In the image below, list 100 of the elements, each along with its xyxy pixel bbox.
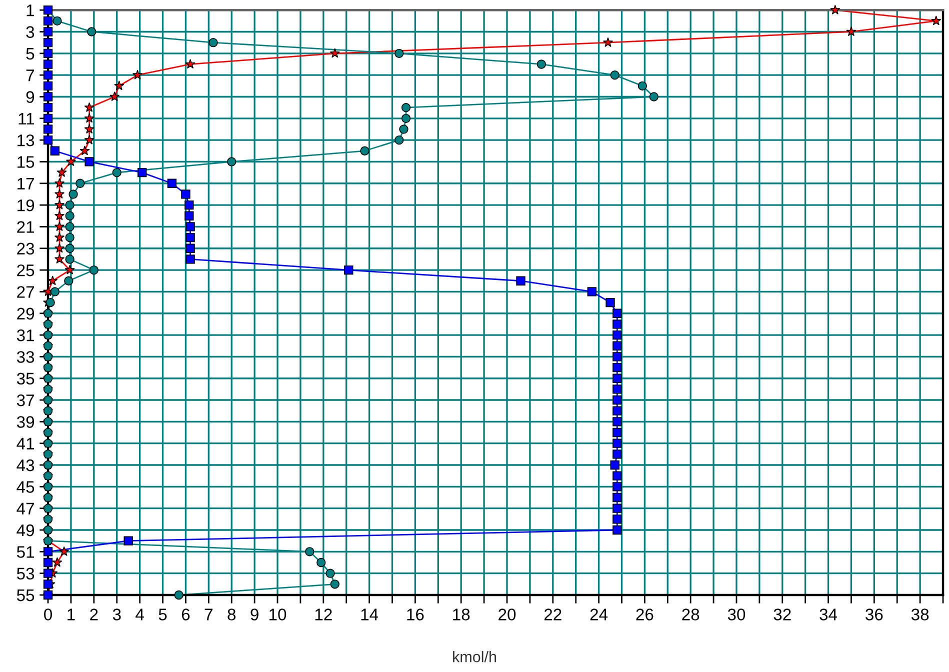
x-tick-label: 2 (90, 608, 98, 620)
point (64, 264, 75, 274)
point (649, 92, 658, 102)
point (344, 265, 354, 275)
point (394, 48, 404, 58)
point (43, 27, 53, 36)
point (76, 178, 85, 188)
point (612, 471, 622, 480)
point (612, 514, 622, 524)
x-tick-label: 5 (158, 608, 167, 620)
point (56, 167, 67, 177)
point (46, 298, 55, 308)
x-tick-label: 30 (728, 608, 746, 620)
point (43, 568, 53, 578)
point (43, 102, 53, 112)
point (59, 546, 70, 556)
point (65, 222, 74, 232)
point (43, 580, 53, 589)
point (316, 558, 326, 568)
point (112, 168, 122, 178)
point (84, 124, 94, 134)
y-tick-label: 49 (16, 524, 34, 536)
point (66, 156, 76, 166)
point (54, 178, 65, 188)
point (186, 244, 195, 253)
point (84, 134, 94, 144)
point (612, 428, 622, 438)
point (587, 287, 596, 296)
point (114, 80, 124, 90)
point (305, 547, 314, 556)
point (227, 157, 236, 166)
point (394, 135, 404, 145)
point (64, 276, 74, 286)
point (65, 211, 74, 220)
point (43, 124, 53, 134)
y-tick-label: 55 (16, 590, 34, 602)
point (612, 384, 622, 394)
x-tick-label: 16 (407, 608, 424, 620)
x-tick-label: 22 (544, 608, 562, 620)
x-tick-label: 6 (182, 608, 190, 620)
point (638, 81, 647, 90)
point (43, 60, 53, 69)
point (612, 330, 622, 340)
point (184, 200, 194, 210)
y-tick-label: 27 (17, 286, 34, 298)
y-tick-label: 39 (16, 416, 34, 428)
point (54, 200, 65, 210)
point (43, 114, 53, 123)
point (846, 26, 856, 36)
x-tick-label: 7 (204, 608, 212, 620)
point (174, 590, 184, 600)
y-tick-label: 33 (16, 351, 34, 363)
y-tick-label: 47 (16, 502, 34, 514)
y-tick-label: 37 (16, 394, 34, 406)
point (43, 38, 53, 48)
point (65, 232, 74, 242)
x-tick-label: 24 (590, 608, 608, 620)
point (43, 558, 53, 568)
point (43, 81, 53, 90)
point (54, 188, 65, 199)
point (516, 276, 526, 286)
point (186, 254, 195, 264)
point (610, 460, 620, 470)
point (612, 450, 622, 459)
point (65, 244, 74, 253)
y-tick-label: 29 (17, 308, 34, 320)
point (536, 60, 546, 69)
point (612, 308, 622, 318)
x-tick-label: 8 (228, 608, 236, 620)
x-tick-label: 0 (44, 608, 52, 620)
y-tick-label: 23 (17, 242, 34, 255)
point (330, 580, 340, 589)
point (84, 113, 94, 123)
x-tick-label: 14 (361, 608, 378, 620)
point (43, 70, 53, 80)
point (65, 254, 74, 264)
point (399, 124, 408, 134)
point (43, 16, 53, 26)
point (612, 352, 622, 362)
x-tick-label: 20 (498, 608, 516, 620)
point (84, 102, 94, 112)
point (50, 146, 60, 156)
x-tick-label: 18 (453, 608, 470, 620)
point (138, 168, 147, 178)
point (89, 265, 99, 275)
point (612, 482, 622, 492)
point (50, 287, 60, 296)
point (87, 27, 96, 36)
y-tick-label: 21 (17, 221, 34, 233)
y-tick-label: 35 (16, 372, 34, 385)
y-tick-label: 15 (18, 156, 34, 168)
x-tick-label: 1 (68, 608, 75, 620)
point (612, 438, 622, 448)
y-tick-label: 43 (16, 459, 34, 472)
point (43, 547, 53, 556)
point (132, 70, 143, 80)
point (181, 190, 190, 199)
point (612, 417, 622, 426)
y-tick-label: 5 (26, 48, 34, 60)
x-tick-label: 38 (911, 608, 929, 620)
